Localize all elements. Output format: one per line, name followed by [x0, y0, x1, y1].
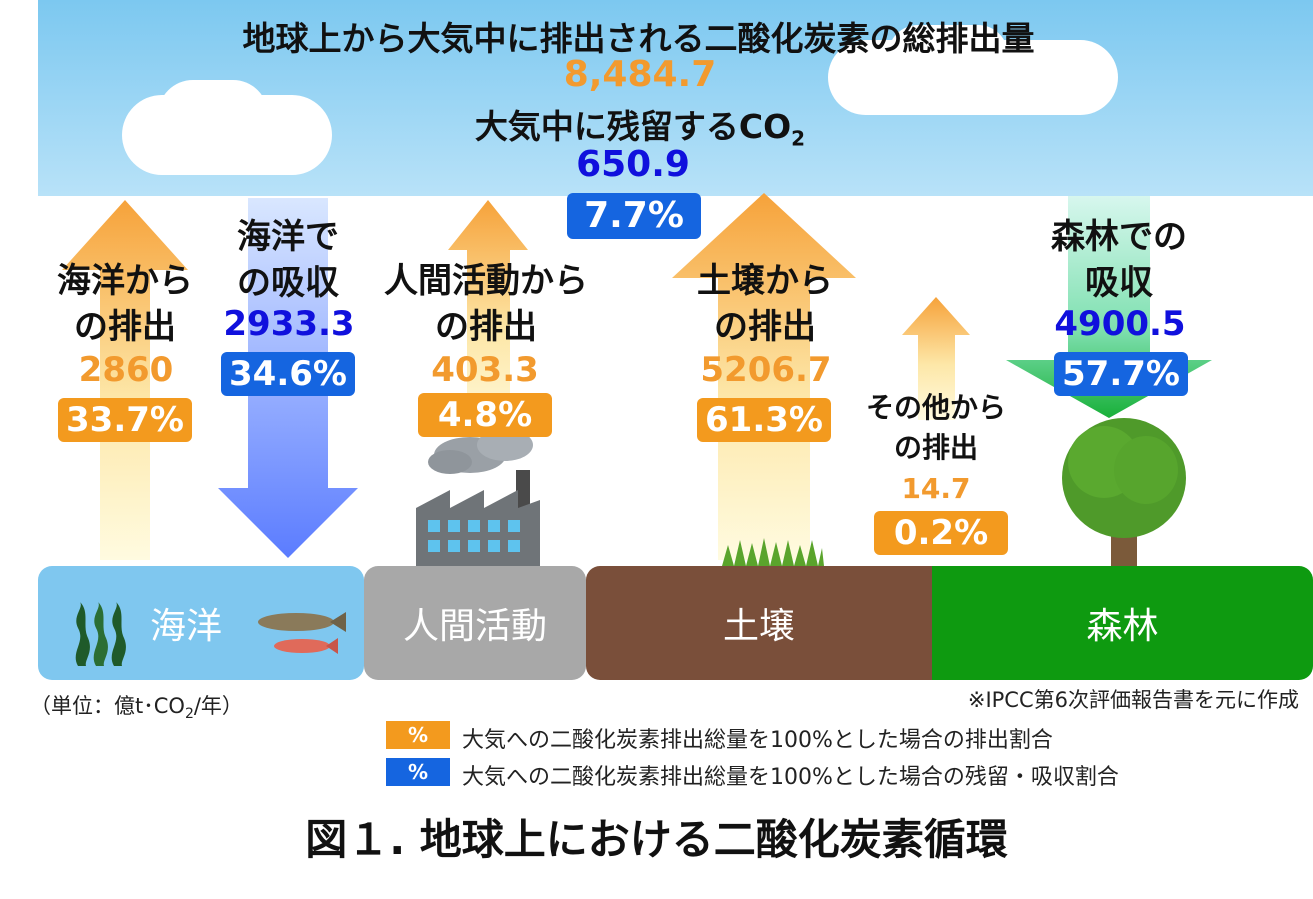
seaweed-icon: [75, 602, 126, 666]
soil-emission-value: 5206.7: [700, 350, 832, 390]
ocean-absorption-pct-badge: 34.6%: [221, 352, 355, 396]
soil-emission-label: 土壌から の排出: [680, 258, 850, 350]
grass-illustration: [722, 538, 824, 566]
soil-emission-arrow: [672, 193, 856, 560]
cloud-right-puff: [888, 25, 1008, 85]
soil-emission-label-line2: の排出: [714, 307, 816, 347]
sky-background: [38, 0, 1313, 196]
other-emission-label-line2: の排出: [893, 431, 978, 464]
residual-label-main: 大気中に残留するCO: [474, 107, 792, 146]
human-emission-label-line2: の排出: [435, 307, 537, 347]
ground-forest-label: 森林: [1086, 606, 1159, 647]
human-emission-pct-badge: 4.8%: [418, 393, 552, 437]
ocean-absorption-label-line2: の吸収: [237, 263, 339, 303]
residual-value: 650.9: [576, 144, 690, 185]
units-note-tail: /年）: [193, 694, 243, 718]
soil-emission-pct-badge: 61.3%: [697, 398, 831, 442]
ground-ocean: 海洋: [38, 566, 364, 680]
ocean-emission-label-line1: 海洋から: [57, 261, 193, 301]
fish-icon: [258, 612, 346, 654]
legend-orange-swatch: %: [386, 721, 450, 749]
soil-emission-label-line1: 土壌から: [697, 261, 833, 301]
source-note: ※IPCC第6次評価報告書を元に作成: [967, 688, 1299, 712]
human-emission-label-line1: 人間活動から: [384, 261, 588, 301]
tree-illustration: [1062, 418, 1186, 567]
ocean-emission-label: 海洋から の排出: [44, 258, 206, 350]
human-emission-label: 人間活動から の排出: [368, 258, 604, 350]
ground-soil-label: 土壌: [722, 606, 795, 647]
cloud-left-puff2: [238, 100, 318, 150]
ocean-emission-label-line2: の排出: [74, 307, 176, 347]
ground-forest: 森林: [932, 566, 1313, 680]
ground-soil: 土壌: [586, 566, 932, 680]
residual-label: 大気中に残留するCO2: [430, 100, 850, 151]
forest-absorption-label-line1: 森林での: [1051, 217, 1187, 257]
units-note: （単位：億t･CO2/年）: [30, 690, 243, 722]
ground-human: 人間活動: [364, 566, 586, 680]
units-note-main: （単位：億t･CO: [30, 694, 185, 718]
forest-absorption-value: 4900.5: [1054, 304, 1186, 344]
ocean-absorption-value: 2933.3: [223, 304, 355, 344]
ground-ocean-label: 海洋: [149, 606, 222, 647]
other-emission-arrow: [902, 297, 970, 420]
human-emission-value: 403.3: [431, 350, 539, 390]
ocean-emission-value: 2860: [78, 350, 174, 390]
ground-human-label: 人間活動: [402, 606, 547, 647]
residual-pct-badge: 7.7%: [567, 193, 701, 239]
total-emission-value: 8,484.7: [563, 54, 717, 95]
human-emission-arrow: [448, 200, 528, 440]
legend-blue-swatch: %: [386, 758, 450, 786]
other-emission-pct-badge: 0.2%: [874, 511, 1008, 555]
other-emission-label-line1: その他から: [865, 391, 1006, 424]
other-emission-label: その他から の排出: [850, 388, 1022, 468]
forest-absorption-label-line2: 吸収: [1085, 263, 1153, 303]
units-note-subscript: 2: [184, 706, 194, 723]
legend-blue-text: 大気への二酸化炭素排出総量を100%とした場合の残留・吸収割合: [462, 765, 1119, 790]
ocean-absorption-label-line1: 海洋で: [237, 217, 339, 257]
forest-absorption-label: 森林での 吸収: [1034, 214, 1204, 306]
ocean-emission-arrow: [62, 200, 188, 560]
ocean-absorption-label: 海洋で の吸収: [218, 214, 358, 306]
diagram-title: 地球上から大気中に排出される二酸化炭素の総排出量: [242, 19, 1035, 58]
figure-caption: 図１. 地球上における二酸化炭素循環: [305, 815, 1008, 864]
residual-label-subscript: 2: [791, 126, 806, 151]
forest-absorption-pct-badge: 57.7%: [1054, 352, 1188, 396]
other-emission-value: 14.7: [901, 472, 971, 505]
factory-illustration: [416, 429, 540, 566]
legend-orange-text: 大気への二酸化炭素排出総量を100%とした場合の排出割合: [462, 728, 1053, 753]
ocean-emission-pct-badge: 33.7%: [58, 398, 192, 442]
